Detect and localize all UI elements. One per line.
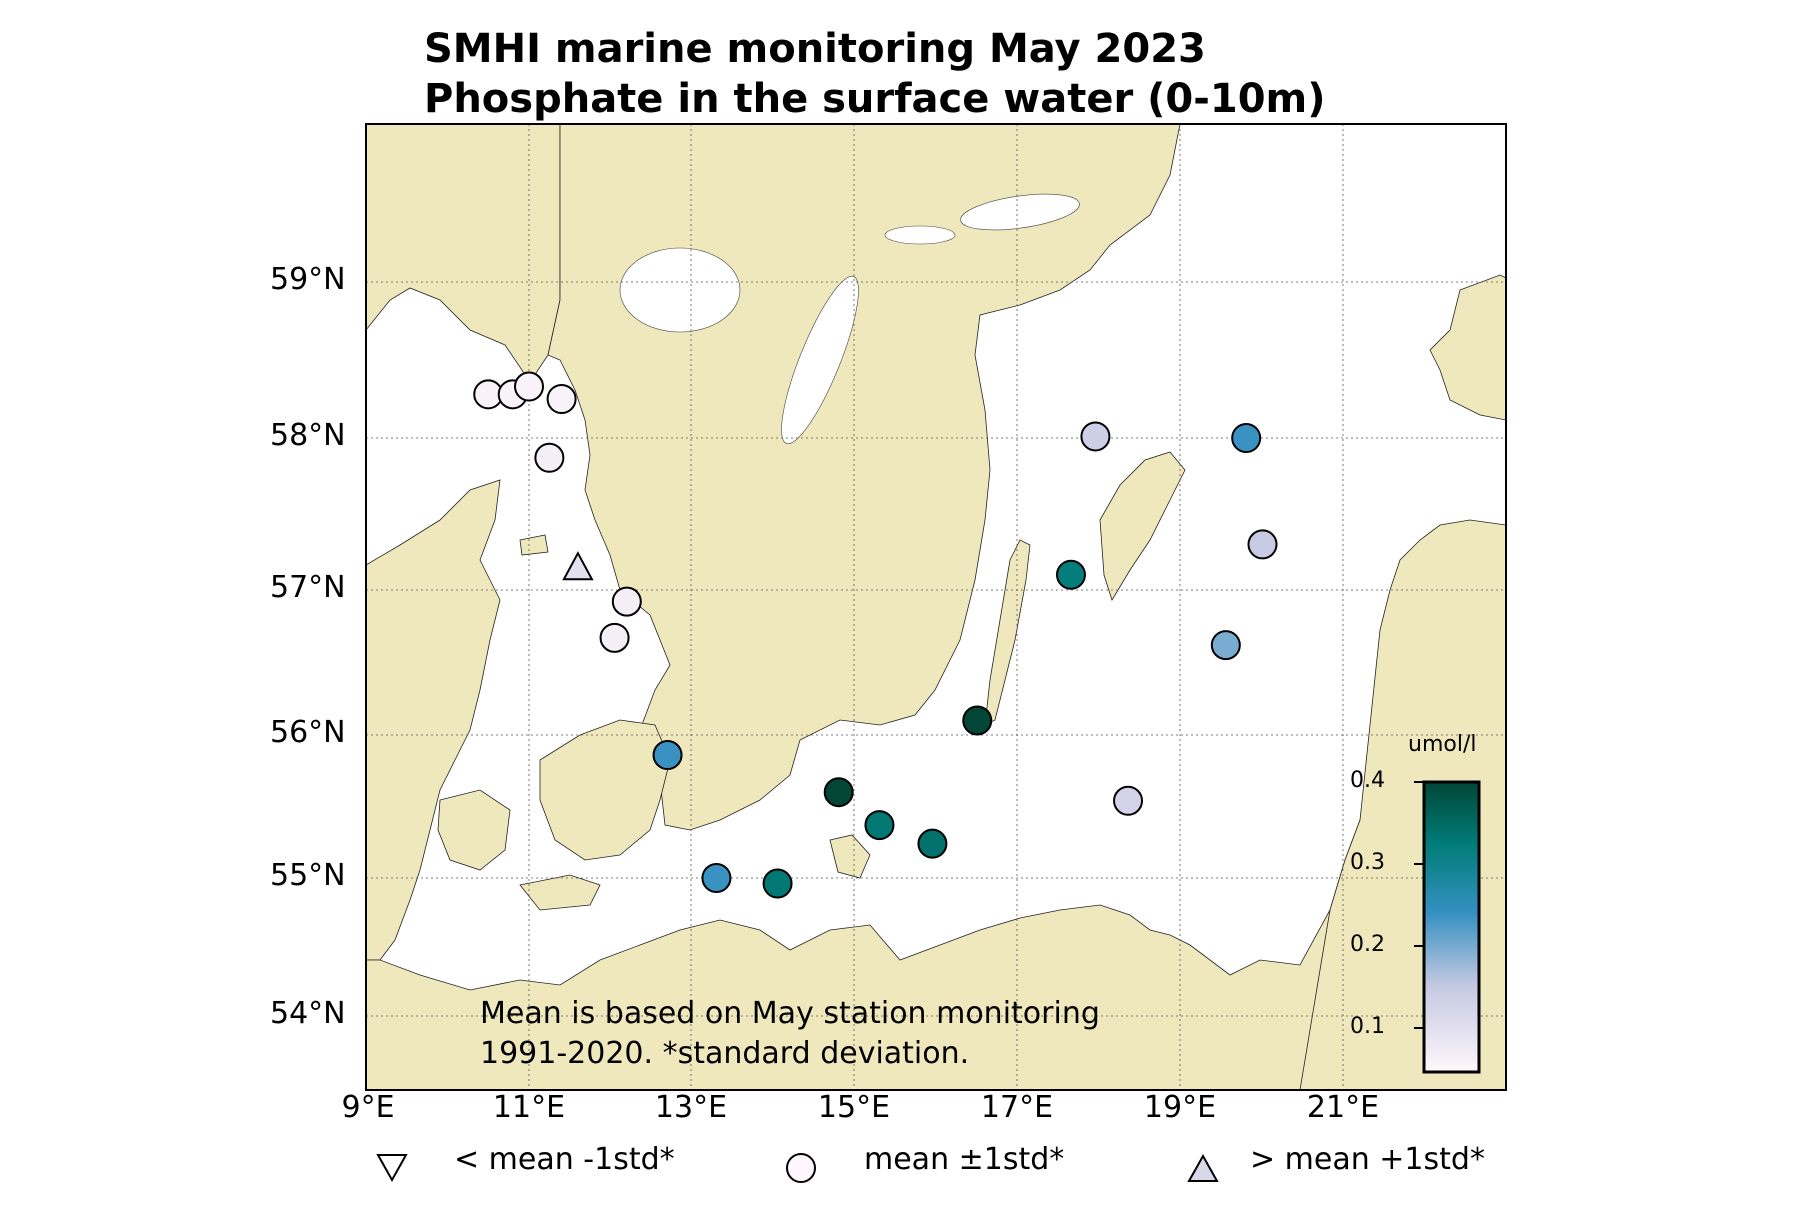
legend-down-triangle-icon [376, 1154, 408, 1183]
legend-circle-icon [786, 1153, 816, 1183]
lon-label-9: 9°E [341, 1090, 395, 1125]
land-gotland [1099, 451, 1186, 601]
station-marker-16 [1055, 559, 1086, 590]
station-marker-12 [823, 777, 854, 808]
legend-within-label: mean ±1std* [864, 1142, 1065, 1177]
title-line-2: Phosphate in the surface water (0-10m) [424, 76, 1326, 122]
station-marker-13 [864, 810, 895, 841]
station-marker-14 [917, 828, 948, 859]
lat-label-56: 56°N [270, 715, 346, 750]
land-jutland [366, 479, 501, 961]
lat-label-57: 57°N [270, 570, 346, 605]
lat-label-55: 55°N [270, 858, 346, 893]
station-marker-8 [599, 622, 630, 653]
lon-label-13: 13°E [654, 1090, 728, 1125]
land-layer [366, 124, 1506, 1090]
land-funen [437, 789, 511, 871]
colorbar-tick-0-1: 0.1 [1350, 1014, 1385, 1039]
land-estonia [1429, 274, 1506, 421]
station-markers [473, 371, 1278, 899]
lon-label-11: 11°E [492, 1090, 566, 1125]
station-marker-6 [562, 551, 594, 581]
lat-label-58: 58°N [270, 418, 346, 453]
note-line-2: 1991-2020. *standard deviation. [480, 1036, 970, 1071]
lon-label-17: 17°E [980, 1090, 1054, 1125]
title-line-1: SMHI marine monitoring May 2023 [424, 26, 1206, 72]
note-line-1: Mean is based on May station monitoring [480, 996, 1100, 1031]
legend-below-label: < mean -1std* [454, 1142, 675, 1177]
lat-label-59: 59°N [270, 262, 346, 297]
colorbar-tick-0-4: 0.4 [1350, 768, 1385, 793]
legend-above-label: > mean +1std* [1250, 1142, 1485, 1177]
station-marker-4 [546, 384, 577, 414]
land-lolland [519, 874, 601, 911]
lake-vanern [619, 247, 741, 333]
station-marker-5 [534, 442, 565, 473]
colorbar-unit: umol/l [1408, 732, 1477, 757]
lake-vattern [781, 275, 859, 445]
land-small-island [519, 534, 549, 556]
station-marker-18 [1231, 423, 1262, 453]
lake-malaren [960, 193, 1080, 231]
station-marker-21 [1113, 785, 1144, 816]
station-marker-17 [1080, 421, 1111, 452]
land-bornholm [829, 834, 871, 879]
station-marker-15 [962, 705, 993, 736]
legend-up-triangle-icon [1187, 1153, 1219, 1182]
station-marker-9 [652, 740, 683, 771]
station-marker-10 [701, 863, 732, 893]
station-marker-11 [762, 868, 793, 899]
station-marker-20 [1210, 630, 1241, 661]
grid-lines [366, 124, 1506, 1090]
land-zealand [539, 719, 671, 861]
lat-label-54: 54°N [270, 996, 346, 1031]
lon-label-15: 15°E [817, 1090, 891, 1125]
map-frame [365, 123, 1507, 1091]
colorbar [1422, 780, 1481, 1074]
lake-hjalmaren [884, 225, 956, 245]
colorbar-ticks [1414, 781, 1424, 1029]
lon-label-19: 19°E [1143, 1090, 1217, 1125]
station-marker-7 [611, 586, 642, 617]
colorbar-tick-0-3: 0.3 [1350, 850, 1385, 875]
station-marker-19 [1247, 529, 1278, 560]
station-marker-3 [514, 371, 544, 402]
lon-label-21: 21°E [1306, 1090, 1380, 1125]
colorbar-tick-0-2: 0.2 [1350, 932, 1385, 957]
land-oland [984, 539, 1031, 726]
